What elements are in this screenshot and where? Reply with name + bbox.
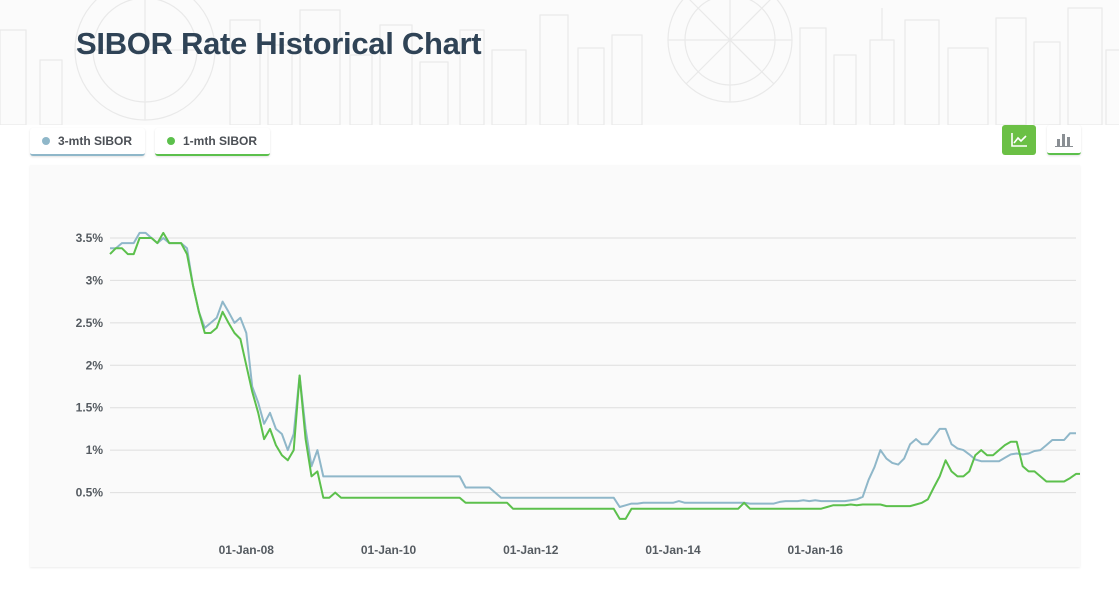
y-tick-label: 3% — [86, 273, 104, 287]
y-tick-label: 1% — [86, 443, 104, 457]
legend-toggle-1mth-sibor[interactable]: 1-mth SIBOR — [155, 128, 270, 156]
legend-dot-3mth — [42, 137, 50, 145]
legend-dot-1mth — [167, 137, 175, 145]
line-chart-icon — [1011, 133, 1027, 147]
bar-chart-icon — [1055, 134, 1073, 147]
series-line-1mth-sibor — [109, 231, 1080, 520]
legend-label-3mth: 3-mth SIBOR — [58, 134, 133, 148]
x-tick-label: 01-Jan-14 — [645, 543, 701, 557]
bar-chart-view-button[interactable] — [1047, 125, 1081, 155]
x-tick-label: 01-Jan-16 — [788, 543, 844, 557]
line-chart-view-button[interactable] — [1002, 125, 1036, 155]
y-tick-label: 2.5% — [76, 316, 104, 330]
x-tick-label: 01-Jan-08 — [219, 543, 275, 557]
y-tick-label: 1.5% — [76, 401, 104, 415]
sibor-line-chart: 0.5% 1% 1.5% 2% 2.5% 3% 3.5% 01-Jan-08 01-Jan-10… — [76, 231, 1080, 557]
legend-toggle-3mth-sibor[interactable]: 3-mth SIBOR — [30, 128, 145, 156]
y-tick-label: 0.5% — [76, 486, 104, 500]
chart-toolbar: 3-mth SIBOR 1-mth SIBOR — [0, 125, 1119, 165]
skyline-illustration — [0, 0, 1119, 125]
header-banner: SIBOR Rate Historical Chart — [0, 0, 1119, 125]
y-tick-label: 2% — [86, 358, 104, 372]
x-tick-label: 01-Jan-10 — [361, 543, 417, 557]
page-title: SIBOR Rate Historical Chart — [76, 26, 482, 61]
y-tick-label: 3.5% — [76, 231, 104, 245]
legend-label-1mth: 1-mth SIBOR — [183, 134, 258, 148]
series-line-3mth-sibor — [110, 231, 1076, 508]
chart-card: 0.5% 1% 1.5% 2% 2.5% 3% 3.5% 01-Jan-08 01-Jan-10… — [30, 165, 1080, 567]
x-tick-label: 01-Jan-12 — [503, 543, 559, 557]
